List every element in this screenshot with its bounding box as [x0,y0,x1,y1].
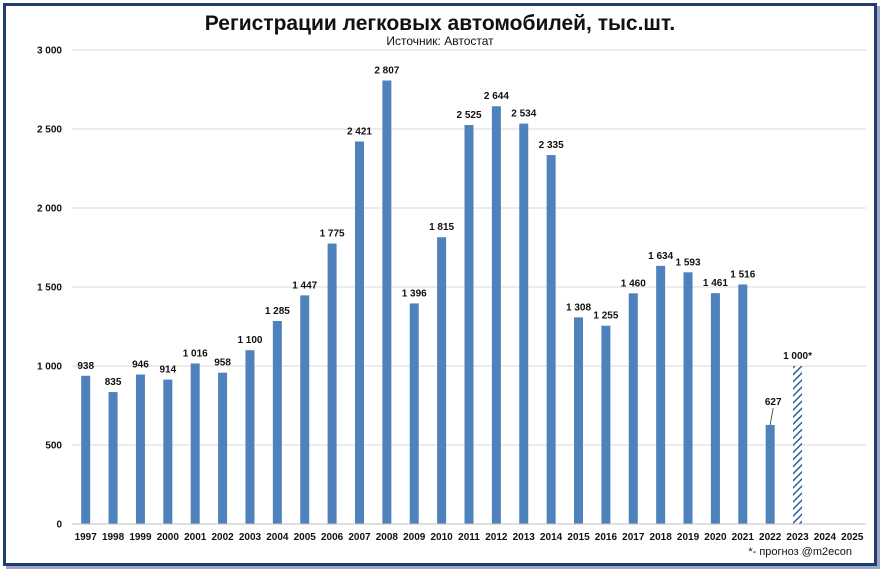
data-label: 2 534 [511,109,536,120]
bar [765,424,775,524]
bar [218,372,228,524]
x-tick-label: 2025 [841,532,864,543]
data-label: 958 [214,358,231,369]
x-tick-label: 2005 [294,532,317,543]
data-label: 627 [765,397,782,408]
data-label: 2 644 [484,91,509,102]
bar [601,325,611,524]
bar [382,80,392,524]
data-label: 914 [159,365,176,376]
y-tick-label: 2 500 [37,125,62,136]
bar [108,392,118,524]
data-label: 2 807 [374,65,399,76]
bar [519,123,529,525]
x-tick-label: 2006 [321,532,344,543]
x-tick-label: 2003 [239,532,262,543]
data-label: 1 016 [183,348,208,359]
bar [437,237,447,525]
bar [81,375,91,524]
bar [272,320,282,524]
bar [354,141,364,524]
bar [574,317,584,524]
bars [81,80,803,525]
bar [190,363,200,524]
x-tick-label: 2007 [348,532,371,543]
bar [628,293,638,524]
data-label: 1 460 [621,278,646,289]
data-labels: 938 835 946 914 1 016 958 1 100 1 285 1 447 1 775… [77,65,812,426]
data-label: 1 775 [320,229,345,240]
bar [464,125,474,525]
x-tick-label: 2001 [184,532,207,543]
y-tick-label: 500 [45,441,62,452]
x-tick-label: 2008 [376,532,399,543]
data-label: 1 634 [648,251,673,262]
data-label: 1 593 [676,257,701,268]
x-tick-label: 2018 [650,532,673,543]
bar [656,265,666,524]
chart-title: Регистрации легковых автомобилей, тыс.шт… [204,12,676,35]
data-label: 1 000* [783,351,812,362]
x-tick-label: 2022 [759,532,782,543]
forecast-bar [793,366,803,524]
bar [710,293,720,524]
y-tick-label: 1 500 [37,283,62,294]
bar [245,350,255,524]
bar [738,284,748,524]
x-tick-label: 2021 [732,532,755,543]
data-label: 1 461 [703,278,728,289]
label-leader [769,407,774,426]
data-label: 835 [105,377,122,388]
x-tick-label: 2019 [677,532,700,543]
chart-subtitle: Источник: Автостат [386,34,494,48]
y-tick-label: 2 000 [37,204,62,215]
x-tick-label: 2020 [704,532,727,543]
bar [546,155,556,524]
y-tick-label: 1 000 [37,362,62,373]
data-label: 2 421 [347,126,372,137]
x-tick-label: 2000 [157,532,180,543]
data-label: 1 255 [593,311,618,322]
bar [491,106,501,525]
bar [409,303,419,524]
data-label: 1 447 [292,280,317,291]
data-label: 938 [77,361,94,372]
y-tick-label: 3 000 [37,46,62,57]
x-tick-label: 1998 [102,532,125,543]
x-tick-label: 2023 [786,532,809,543]
bar [683,272,693,524]
x-tick-label: 2011 [458,532,480,543]
x-tick-label: 2004 [266,532,289,543]
data-label: 1 285 [265,306,290,317]
x-tick-label: 2009 [403,532,426,543]
bar [300,295,310,524]
x-tick-label: 2014 [540,532,563,543]
x-tick-label: 1999 [129,532,152,543]
bar [327,243,337,525]
x-tick-label: 2016 [595,532,618,543]
x-tick-label: 2010 [430,532,453,543]
data-label: 1 100 [237,335,262,346]
x-tick-label: 2013 [513,532,536,543]
x-tick-label: 2012 [485,532,508,543]
x-tick-label: 2024 [814,532,837,543]
x-tick-label: 2017 [622,532,645,543]
y-tick-label: 0 [56,520,62,531]
x-axis: 1997 1998 1999 2000 2001 2002 2003 2004 2005 2006… [72,523,866,543]
bar [135,374,145,524]
x-tick-label: 2002 [211,532,234,543]
bar [163,379,173,524]
y-axis: 0 500 1 000 1 500 2 000 2 500 3 000 [37,46,62,531]
data-label: 1 308 [566,302,591,313]
x-tick-label: 2015 [567,532,590,543]
footnote: *- прогноз @m2econ [748,546,852,558]
data-label: 1 815 [429,222,454,233]
data-label: 946 [132,360,149,371]
data-label: 2 335 [539,140,564,151]
data-label: 2 525 [456,110,481,121]
data-label: 1 516 [730,269,755,280]
data-label: 1 396 [402,288,427,299]
x-tick-label: 1997 [75,532,98,543]
